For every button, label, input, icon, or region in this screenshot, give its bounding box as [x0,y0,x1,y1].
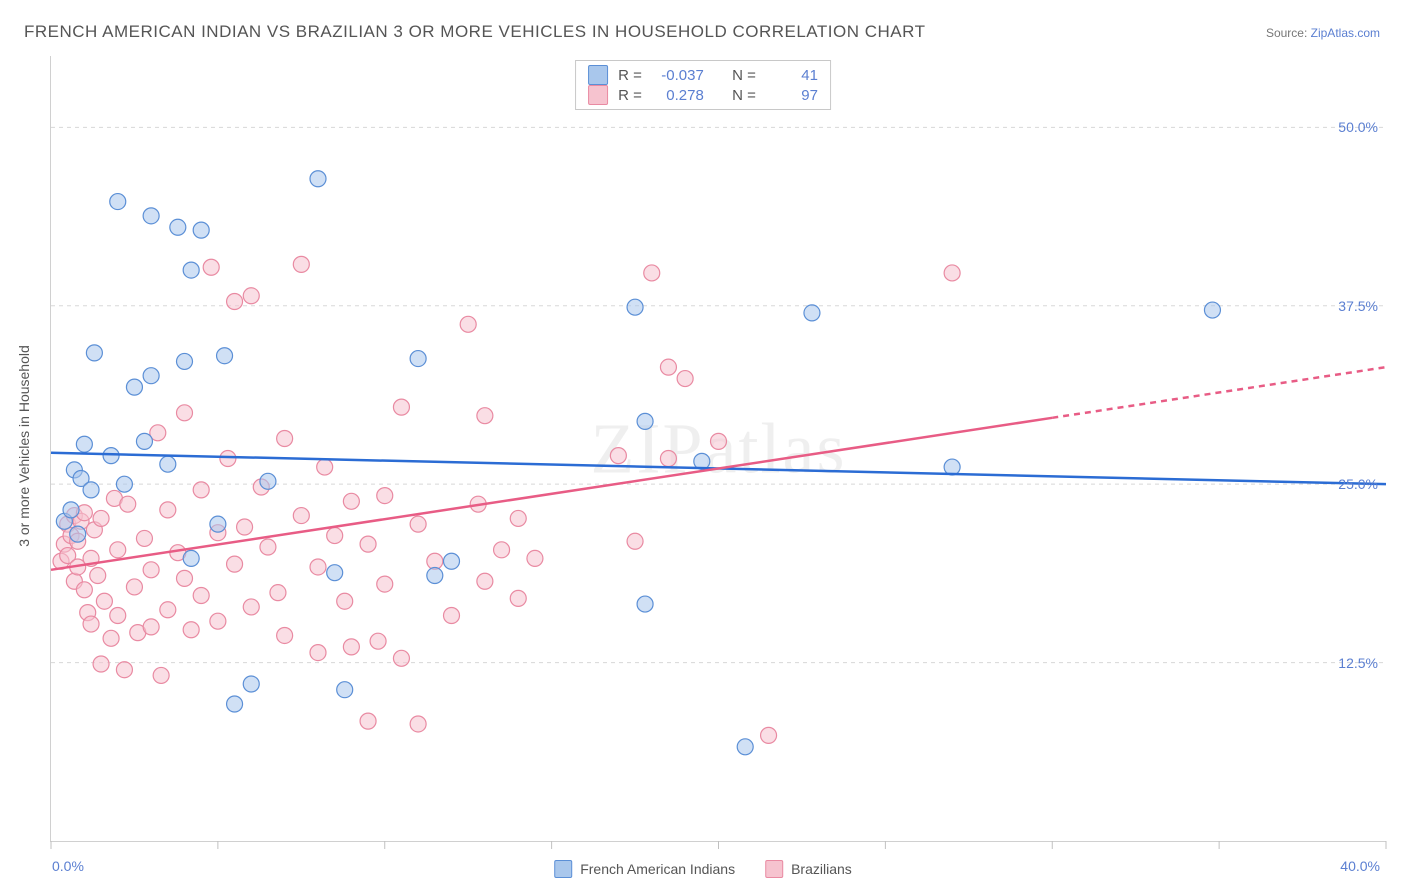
n-value-series1: 41 [766,67,818,84]
legend-label-series1: French American Indians [580,861,735,877]
legend-row-series1: R = -0.037 N = 41 [588,65,818,85]
n-value-series2: 97 [766,87,818,104]
r-label: R = [618,87,642,104]
y-tick-label: 50.0% [1338,119,1378,135]
legend-item-series2: Brazilians [765,860,852,878]
legend-label-series2: Brazilians [791,861,852,877]
scatter-plot-svg [51,56,1386,841]
x-tick-max: 40.0% [1340,858,1380,874]
source-link[interactable]: ZipAtlas.com [1311,26,1380,40]
swatch-series1 [588,65,608,85]
y-axis-label: 3 or more Vehicles in Household [16,345,32,547]
y-tick-label: 12.5% [1338,655,1378,671]
chart-title: FRENCH AMERICAN INDIAN VS BRAZILIAN 3 OR… [24,22,925,42]
source-attribution: Source: ZipAtlas.com [1266,26,1380,40]
x-tick-min: 0.0% [52,858,84,874]
swatch-series2 [765,860,783,878]
series-legend: French American Indians Brazilians [554,860,852,878]
r-value-series2: 0.278 [652,87,704,104]
n-label: N = [732,67,756,84]
chart-plot-area: ZIPatlas [50,56,1386,842]
r-value-series1: -0.037 [652,67,704,84]
legend-row-series2: R = 0.278 N = 97 [588,85,818,105]
legend-item-series1: French American Indians [554,860,735,878]
r-label: R = [618,67,642,84]
swatch-series1 [554,860,572,878]
correlation-legend: R = -0.037 N = 41 R = 0.278 N = 97 [575,60,831,110]
swatch-series2 [588,85,608,105]
y-tick-label: 25.0% [1338,476,1378,492]
source-label: Source: [1266,26,1307,40]
n-label: N = [732,87,756,104]
y-tick-label: 37.5% [1338,298,1378,314]
